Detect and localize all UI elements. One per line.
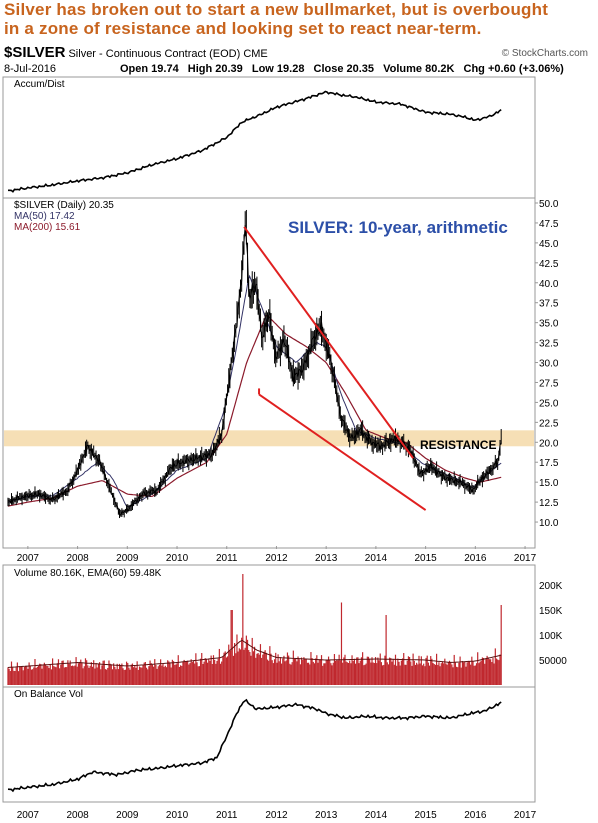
chart-marks: 10.0 12.5 15.0 17.5 20.0 22.5 25.0 27.5 30.0 32.5… xyxy=(4,90,567,821)
price-ytick-label: 27.5 xyxy=(539,378,559,389)
price-xtick-label: 2015 xyxy=(414,553,437,564)
price-ytick-label: 45.0 xyxy=(539,239,559,250)
price-xtick-label: 2010 xyxy=(166,553,189,564)
quote-line: 8-Jul-2016 Open 19.74 High 20.39 Low 19.… xyxy=(4,63,594,75)
price-ytick-label: 22.5 xyxy=(539,418,559,429)
ma200-label: MA(200) 15.61 xyxy=(14,222,81,233)
volume-ytick-label: 150K xyxy=(539,606,563,617)
price-ytick-label: 40.0 xyxy=(539,279,559,290)
obv-xtick-label: 2008 xyxy=(66,810,89,821)
upper-trendline xyxy=(243,226,414,459)
price-ytick-label: 30.0 xyxy=(539,359,559,370)
lower-trendline xyxy=(258,393,427,511)
symbol-description: Silver - Continuous Contract (EOD) xyxy=(68,48,241,60)
ohlc-values: Open 19.74 High 20.39 Low 19.28 Close 20… xyxy=(120,63,570,75)
price-xtick-label: 2016 xyxy=(464,553,487,564)
headline-line-2: in a zone of resistance and looking set … xyxy=(4,19,482,38)
price-ytick-label: 25.0 xyxy=(539,398,559,409)
high-value: High 20.39 xyxy=(187,63,243,75)
obv-xtick-label: 2015 xyxy=(414,810,437,821)
symbol: $SILVER xyxy=(4,44,66,61)
price-ytick-label: 20.0 xyxy=(539,438,559,449)
obv-xtick-label: 2011 xyxy=(216,810,238,821)
headline: Silver has broken out to start a new bul… xyxy=(4,0,598,38)
price-panel-frame xyxy=(2,197,536,549)
obv-label: On Balance Vol xyxy=(14,689,83,700)
accum-dist-line xyxy=(8,90,502,193)
price-xtick-label: 2009 xyxy=(116,553,139,564)
price-ytick-label: 12.5 xyxy=(539,498,559,509)
price-ytick-label: 37.5 xyxy=(539,299,559,310)
price-ytick-label: 17.5 xyxy=(539,458,559,469)
low-value: Low 19.28 xyxy=(251,63,305,75)
open-value: Open 19.74 xyxy=(120,63,179,75)
price-xtick-label: 2008 xyxy=(66,553,89,564)
price-line xyxy=(8,224,502,516)
price-ytick-label: 50.0 xyxy=(539,199,559,210)
ma50-label: MA(50) 17.42 xyxy=(14,211,75,222)
obv-line xyxy=(7,698,502,793)
price-ytick-label: 47.5 xyxy=(539,219,559,230)
quote-date: 8-Jul-2016 xyxy=(4,63,56,75)
resistance-label: RESISTANCE xyxy=(420,438,496,452)
accum-label: Accum/Dist xyxy=(14,79,65,90)
source-credit: © StockCharts.com xyxy=(501,48,588,59)
price-xtick-label: 2007 xyxy=(17,553,40,564)
obv-xtick-label: 2016 xyxy=(464,810,487,821)
price-ytick-label: 35.0 xyxy=(539,319,559,330)
chart-title: SILVER: 10-year, arithmetic xyxy=(288,218,508,237)
obv-xtick-label: 2007 xyxy=(17,810,40,821)
price-xtick-label: 2012 xyxy=(265,553,288,564)
price-ytick-label: 32.5 xyxy=(539,339,559,350)
price-ytick-label: 42.5 xyxy=(539,259,559,270)
obv-xtick-label: 2014 xyxy=(365,810,388,821)
obv-xtick-label: 2017 xyxy=(514,810,537,821)
volume-value: Volume 80.2K xyxy=(383,63,455,75)
price-ytick-label: 15.0 xyxy=(539,478,559,489)
price-xtick-label: 2011 xyxy=(216,553,238,564)
obv-xtick-label: 2009 xyxy=(116,810,139,821)
obv-panel-frame xyxy=(2,686,536,803)
obv-xtick-label: 2012 xyxy=(265,810,288,821)
volume-label: Volume 80.16K, EMA(60) 59.48K xyxy=(14,568,162,579)
price-ytick-label: 10.0 xyxy=(539,518,559,529)
volume-ytick-label: 200K xyxy=(539,581,563,592)
close-value: Close 20.35 xyxy=(313,63,375,75)
ma200-line xyxy=(7,315,502,507)
volume-ytick-label: 50000 xyxy=(539,656,567,667)
price-xtick-label: 2014 xyxy=(365,553,388,564)
price-xtick-label: 2013 xyxy=(315,553,338,564)
headline-line-1: Silver has broken out to start a new bul… xyxy=(4,0,549,19)
change-value: Chg +0.60 (+3.06%) xyxy=(463,63,564,75)
obv-xtick-label: 2013 xyxy=(315,810,338,821)
volume-ema-line xyxy=(7,639,502,668)
price-xtick-label: 2017 xyxy=(514,553,537,564)
obv-xtick-label: 2010 xyxy=(166,810,189,821)
exchange: CME xyxy=(243,48,268,60)
volume-ytick-label: 100K xyxy=(539,631,563,642)
price-label: $SILVER (Daily) 20.35 xyxy=(14,200,114,211)
symbol-line: $SILVER Silver - Continuous Contract (EO… xyxy=(4,44,594,61)
